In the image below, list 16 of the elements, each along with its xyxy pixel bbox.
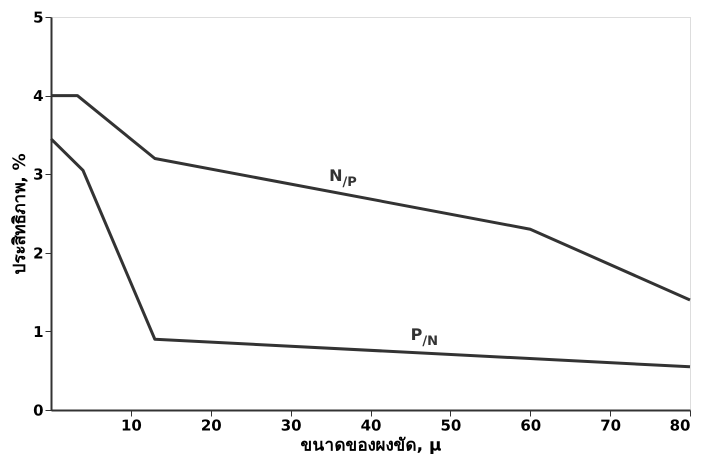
- y-tick-label: 4: [33, 87, 44, 106]
- y-tick-label: 0: [33, 402, 44, 420]
- x-tick-label: 10: [120, 416, 142, 434]
- y-tick-label: 2: [33, 244, 44, 262]
- x-tick-label: 60: [520, 416, 542, 434]
- x-axis-title: ขนาดของผงขัด, μ: [300, 436, 442, 456]
- y-tick-label: 3: [33, 166, 44, 184]
- y-tick-label: 1: [33, 322, 44, 341]
- x-tick-label: 30: [280, 416, 302, 434]
- x-tick-label: 80: [670, 416, 690, 434]
- x-tick-label: 70: [600, 416, 622, 434]
- x-tick-label: 20: [200, 416, 222, 434]
- x-tick-label: 50: [440, 416, 462, 434]
- y-axis-title: ประสิทธิภาพ, %: [10, 153, 30, 275]
- y-tick-label: 5: [33, 8, 44, 26]
- x-tick-label: 40: [360, 416, 382, 434]
